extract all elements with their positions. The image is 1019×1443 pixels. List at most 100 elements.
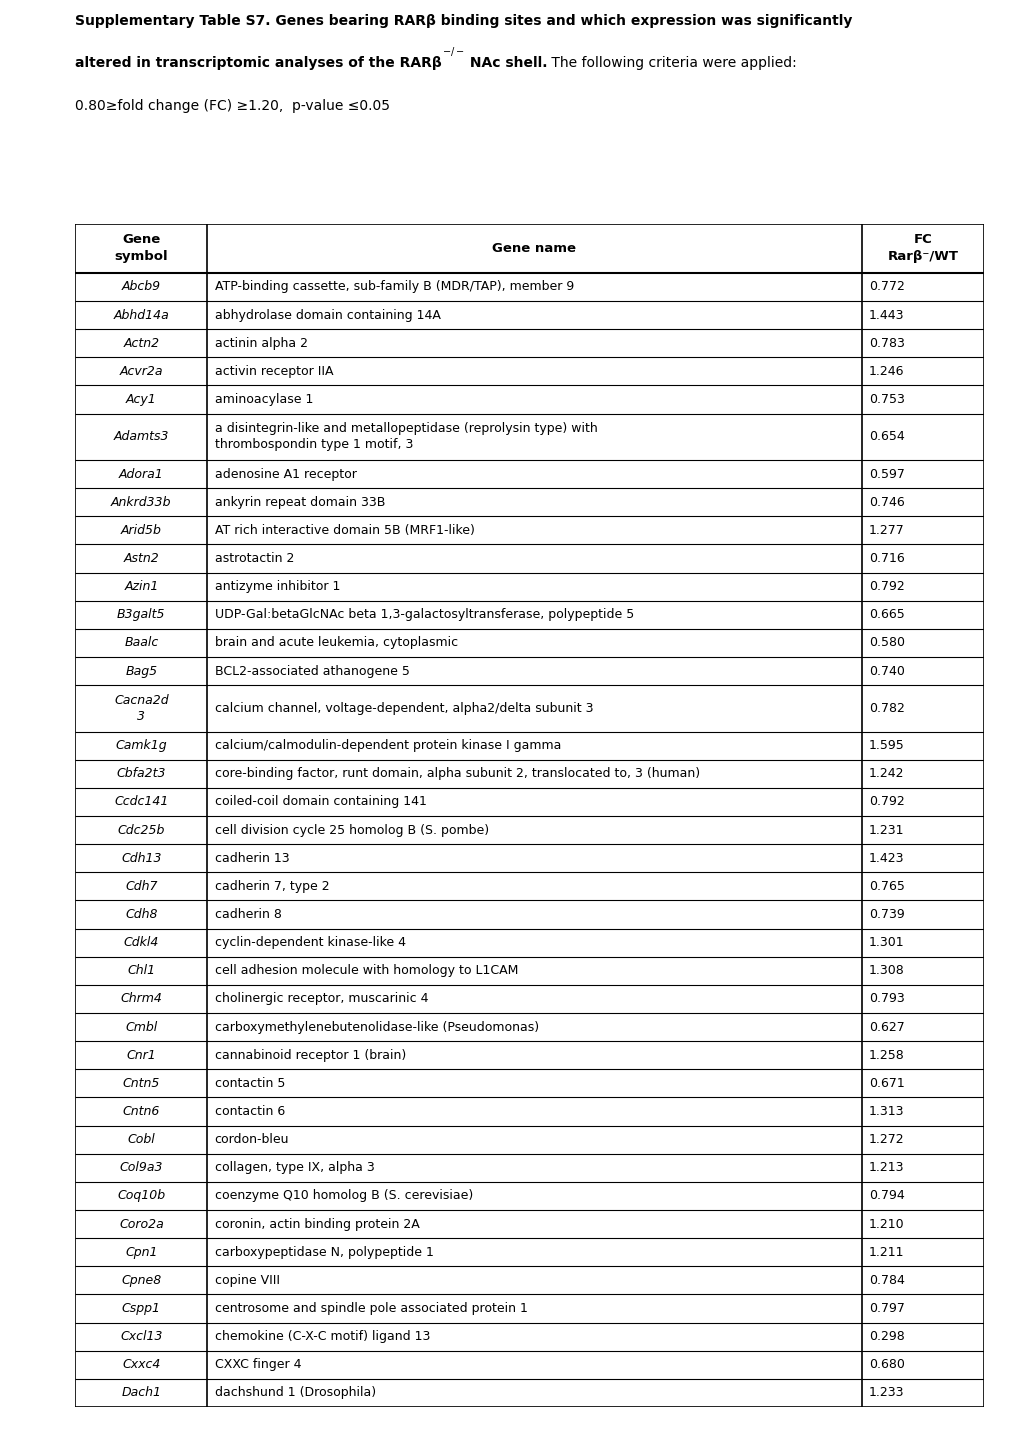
Text: 0.716: 0.716 bbox=[868, 553, 904, 566]
Text: Abcb9: Abcb9 bbox=[121, 280, 161, 293]
Text: 1.443: 1.443 bbox=[868, 309, 904, 322]
Text: a disintegrin-like and metallopeptidase (reprolysin type) with
thrombospondin ty: a disintegrin-like and metallopeptidase … bbox=[214, 423, 597, 452]
Text: Azin1: Azin1 bbox=[124, 580, 158, 593]
Text: brain and acute leukemia, cytoplasmic: brain and acute leukemia, cytoplasmic bbox=[214, 636, 458, 649]
Text: 0.298: 0.298 bbox=[868, 1330, 904, 1343]
Text: 1.313: 1.313 bbox=[868, 1105, 904, 1118]
Text: cell adhesion molecule with homology to L1CAM: cell adhesion molecule with homology to … bbox=[214, 964, 518, 977]
Text: Baalc: Baalc bbox=[124, 636, 158, 649]
Text: ATP-binding cassette, sub-family B (MDR/TAP), member 9: ATP-binding cassette, sub-family B (MDR/… bbox=[214, 280, 574, 293]
Text: Cspp1: Cspp1 bbox=[121, 1302, 161, 1315]
Text: Cxxc4: Cxxc4 bbox=[122, 1358, 160, 1371]
Text: 0.597: 0.597 bbox=[868, 468, 904, 481]
Text: Supplementary Table S7. Genes bearing RARβ binding sites and which expression wa: Supplementary Table S7. Genes bearing RA… bbox=[75, 14, 852, 29]
Text: coronin, actin binding protein 2A: coronin, actin binding protein 2A bbox=[214, 1218, 419, 1231]
Text: 0.797: 0.797 bbox=[868, 1302, 904, 1315]
Text: The following criteria were applied:: The following criteria were applied: bbox=[547, 55, 796, 69]
Text: activin receptor IIA: activin receptor IIA bbox=[214, 365, 332, 378]
Text: 0.80≥fold change (FC) ≥1.20,  p-value ≤0.05: 0.80≥fold change (FC) ≥1.20, p-value ≤0.… bbox=[75, 98, 390, 113]
Text: Acvr2a: Acvr2a bbox=[119, 365, 163, 378]
Text: 0.783: 0.783 bbox=[868, 336, 904, 349]
Text: cell division cycle 25 homolog B (S. pombe): cell division cycle 25 homolog B (S. pom… bbox=[214, 824, 488, 837]
Text: 0.792: 0.792 bbox=[868, 795, 904, 808]
Text: copine VIII: copine VIII bbox=[214, 1274, 279, 1287]
Text: chemokine (C-X-C motif) ligand 13: chemokine (C-X-C motif) ligand 13 bbox=[214, 1330, 429, 1343]
Text: Cntn6: Cntn6 bbox=[122, 1105, 160, 1118]
Text: Gene name: Gene name bbox=[492, 242, 576, 255]
Text: 0.793: 0.793 bbox=[868, 993, 904, 1006]
Text: 0.782: 0.782 bbox=[868, 701, 904, 714]
Text: BCL2-associated athanogene 5: BCL2-associated athanogene 5 bbox=[214, 665, 409, 678]
Text: cyclin-dependent kinase-like 4: cyclin-dependent kinase-like 4 bbox=[214, 937, 406, 949]
Text: coiled-coil domain containing 141: coiled-coil domain containing 141 bbox=[214, 795, 426, 808]
Text: CXXC finger 4: CXXC finger 4 bbox=[214, 1358, 301, 1371]
Text: cadherin 13: cadherin 13 bbox=[214, 851, 288, 864]
Text: 1.210: 1.210 bbox=[868, 1218, 904, 1231]
Text: Cnr1: Cnr1 bbox=[126, 1049, 156, 1062]
Text: Coro2a: Coro2a bbox=[119, 1218, 164, 1231]
Text: altered in transcriptomic analyses of the RARβ: altered in transcriptomic analyses of th… bbox=[75, 55, 442, 69]
Text: contactin 5: contactin 5 bbox=[214, 1076, 284, 1089]
Text: 1.211: 1.211 bbox=[868, 1245, 904, 1258]
Text: Cbfa2t3: Cbfa2t3 bbox=[116, 768, 166, 781]
Text: B3galt5: B3galt5 bbox=[117, 609, 165, 622]
Text: cholinergic receptor, muscarinic 4: cholinergic receptor, muscarinic 4 bbox=[214, 993, 428, 1006]
Text: astrotactin 2: astrotactin 2 bbox=[214, 553, 293, 566]
Text: 0.740: 0.740 bbox=[868, 665, 904, 678]
Text: 0.665: 0.665 bbox=[868, 609, 904, 622]
Text: Adamts3: Adamts3 bbox=[113, 430, 169, 443]
Text: antizyme inhibitor 1: antizyme inhibitor 1 bbox=[214, 580, 339, 593]
Text: Actn2: Actn2 bbox=[123, 336, 159, 349]
Text: collagen, type IX, alpha 3: collagen, type IX, alpha 3 bbox=[214, 1162, 374, 1175]
Text: calcium/calmodulin-dependent protein kinase I gamma: calcium/calmodulin-dependent protein kin… bbox=[214, 739, 560, 752]
Text: Col9a3: Col9a3 bbox=[119, 1162, 163, 1175]
Text: Cmbl: Cmbl bbox=[125, 1020, 157, 1033]
Text: abhydrolase domain containing 14A: abhydrolase domain containing 14A bbox=[214, 309, 440, 322]
Text: 1.258: 1.258 bbox=[868, 1049, 904, 1062]
Text: 0.627: 0.627 bbox=[868, 1020, 904, 1033]
Text: 0.671: 0.671 bbox=[868, 1076, 904, 1089]
Text: carboxypeptidase N, polypeptide 1: carboxypeptidase N, polypeptide 1 bbox=[214, 1245, 433, 1258]
Text: Astn2: Astn2 bbox=[123, 553, 159, 566]
Text: AT rich interactive domain 5B (MRF1-like): AT rich interactive domain 5B (MRF1-like… bbox=[214, 524, 474, 537]
Text: 0.765: 0.765 bbox=[868, 880, 904, 893]
Text: Cpne8: Cpne8 bbox=[121, 1274, 161, 1287]
Text: $^{-/-}$: $^{-/-}$ bbox=[442, 46, 465, 61]
Text: 0.746: 0.746 bbox=[868, 496, 904, 509]
Text: 0.784: 0.784 bbox=[868, 1274, 904, 1287]
Text: core-binding factor, runt domain, alpha subunit 2, translocated to, 3 (human): core-binding factor, runt domain, alpha … bbox=[214, 768, 699, 781]
Text: NAc shell.: NAc shell. bbox=[465, 55, 547, 69]
Text: 0.739: 0.739 bbox=[868, 908, 904, 921]
Text: 0.654: 0.654 bbox=[868, 430, 904, 443]
Text: Cobl: Cobl bbox=[127, 1133, 155, 1146]
Text: 0.680: 0.680 bbox=[868, 1358, 904, 1371]
Text: cadherin 8: cadherin 8 bbox=[214, 908, 281, 921]
Text: 1.308: 1.308 bbox=[868, 964, 904, 977]
Text: Dach1: Dach1 bbox=[121, 1387, 161, 1400]
Text: aminoacylase 1: aminoacylase 1 bbox=[214, 392, 313, 405]
Text: ankyrin repeat domain 33B: ankyrin repeat domain 33B bbox=[214, 496, 384, 509]
Text: Arid5b: Arid5b bbox=[121, 524, 162, 537]
Text: coenzyme Q10 homolog B (S. cerevisiae): coenzyme Q10 homolog B (S. cerevisiae) bbox=[214, 1189, 473, 1202]
Text: 1.595: 1.595 bbox=[868, 739, 904, 752]
Text: Adora1: Adora1 bbox=[119, 468, 164, 481]
Text: Cdkl4: Cdkl4 bbox=[123, 937, 159, 949]
Text: Bag5: Bag5 bbox=[125, 665, 157, 678]
Text: 1.233: 1.233 bbox=[868, 1387, 904, 1400]
Text: carboxymethylenebutenolidase-like (Pseudomonas): carboxymethylenebutenolidase-like (Pseud… bbox=[214, 1020, 538, 1033]
Text: Cdh13: Cdh13 bbox=[121, 851, 161, 864]
Text: contactin 6: contactin 6 bbox=[214, 1105, 284, 1118]
Text: 1.423: 1.423 bbox=[868, 851, 904, 864]
Text: calcium channel, voltage-dependent, alpha2/delta subunit 3: calcium channel, voltage-dependent, alph… bbox=[214, 701, 592, 714]
Text: Ankrd33b: Ankrd33b bbox=[111, 496, 171, 509]
Text: 1.242: 1.242 bbox=[868, 768, 904, 781]
Text: Ccdc141: Ccdc141 bbox=[114, 795, 168, 808]
Text: Cdh7: Cdh7 bbox=[125, 880, 158, 893]
Text: adenosine A1 receptor: adenosine A1 receptor bbox=[214, 468, 356, 481]
Text: 0.753: 0.753 bbox=[868, 392, 904, 405]
Text: 1.277: 1.277 bbox=[868, 524, 904, 537]
Text: Cdh8: Cdh8 bbox=[125, 908, 158, 921]
Text: FC
Rarβ⁻/WT: FC Rarβ⁻/WT bbox=[887, 234, 958, 263]
Text: Cpn1: Cpn1 bbox=[125, 1245, 158, 1258]
Text: 1.246: 1.246 bbox=[868, 365, 904, 378]
